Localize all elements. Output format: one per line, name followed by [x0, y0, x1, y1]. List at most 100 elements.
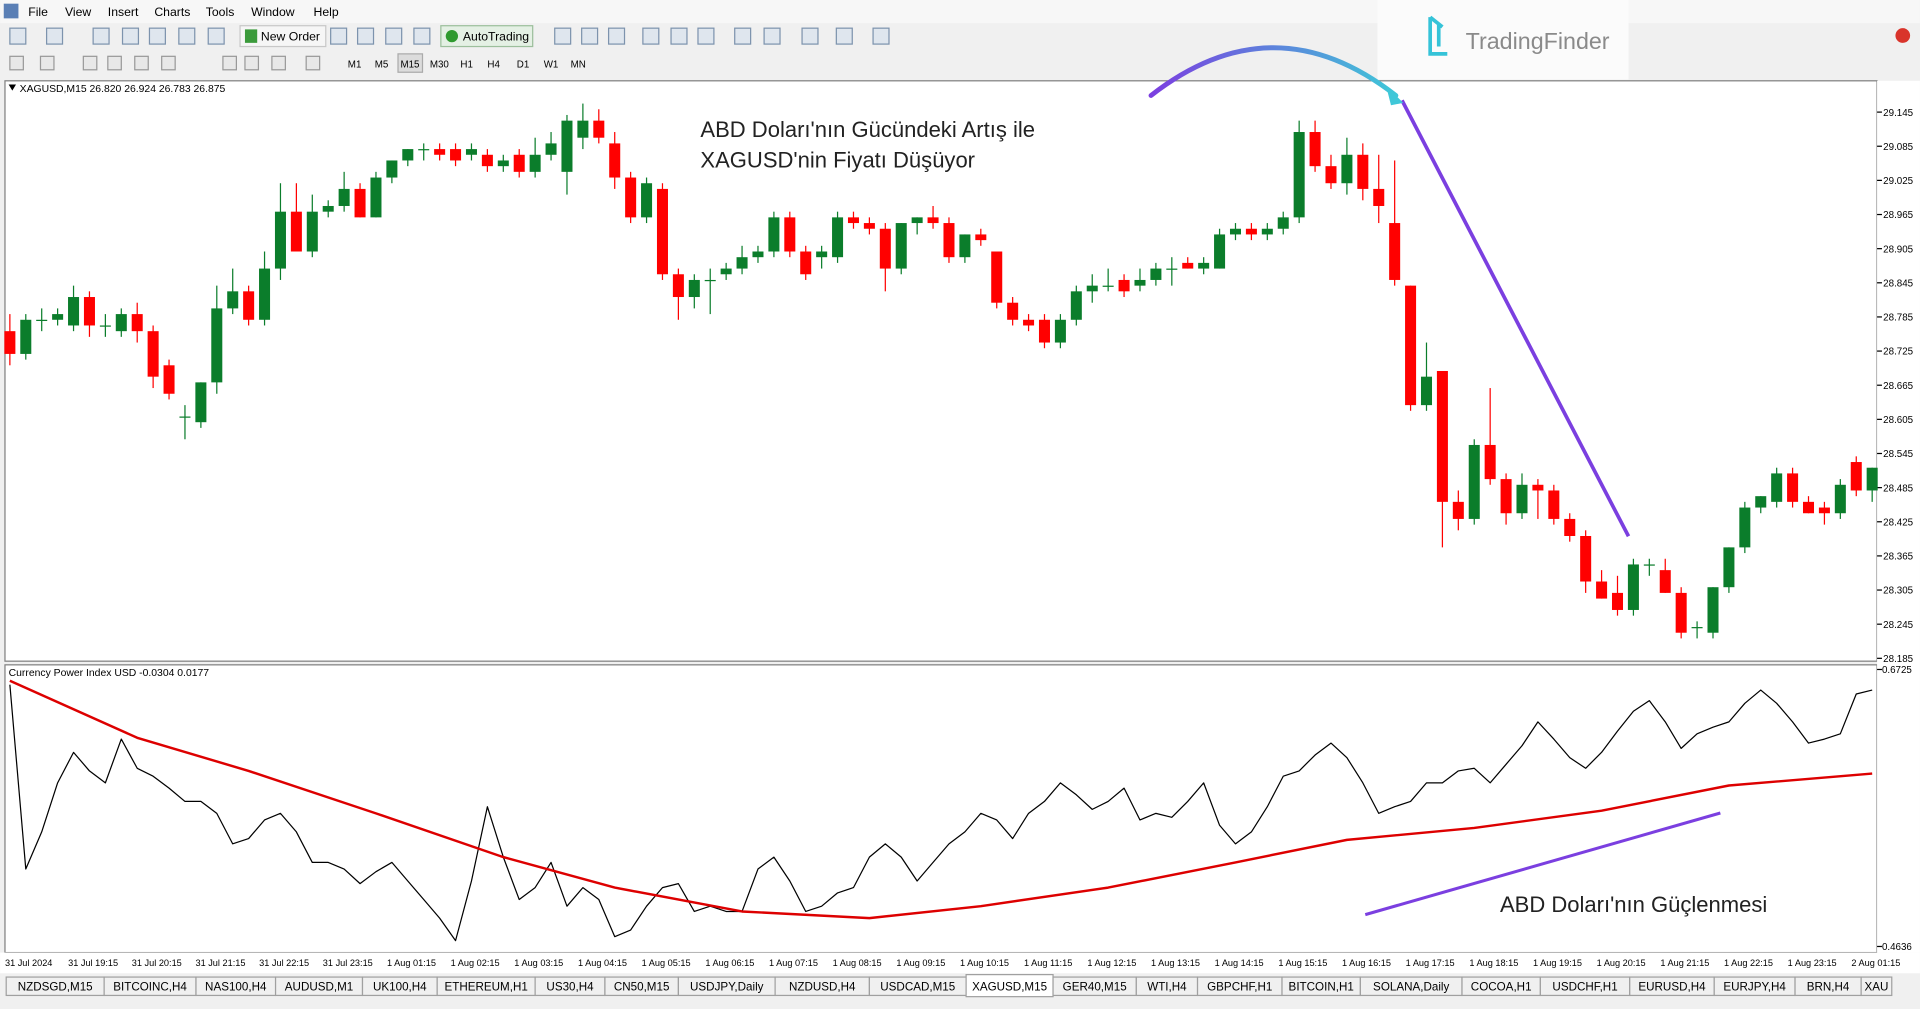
tab-label[interactable]: USDCHF,H1 [1552, 981, 1617, 994]
timeframe-button[interactable]: M5 [375, 59, 389, 70]
x-tick-label: 31 Jul 19:15 [68, 958, 118, 968]
autotrading-button[interactable] [440, 25, 534, 48]
x-tick-label: 1 Aug 11:15 [1024, 958, 1072, 968]
tab-label[interactable]: AUDUSD,M1 [285, 981, 353, 994]
tab-label[interactable]: BITCOINC,H4 [113, 981, 187, 994]
toolbar-icon[interactable] [92, 27, 110, 45]
toolbar-icon[interactable] [607, 27, 626, 45]
menu-item[interactable]: Tools [206, 5, 235, 19]
x-tick-label: 1 Aug 18:15 [1469, 958, 1518, 968]
toolbar-icon[interactable] [872, 27, 890, 45]
timeframe-button[interactable]: MN [571, 59, 586, 70]
toolbar-icon[interactable] [222, 55, 237, 71]
toolbar-icon[interactable] [801, 27, 819, 45]
y-tick-label: 0.6725 [1882, 665, 1912, 676]
tab-label[interactable]: GER40,M15 [1063, 981, 1127, 994]
toolbar-icon[interactable] [642, 27, 660, 45]
tab-label[interactable]: SOLANA,Daily [1373, 981, 1449, 994]
toolbar-icon[interactable] [330, 27, 348, 45]
toolbar-icon[interactable] [385, 27, 403, 45]
y-tick-label: 28.665 [1883, 381, 1913, 392]
x-tick-label: 1 Aug 01:15 [387, 958, 436, 968]
tab-label[interactable]: BITCOIN,H1 [1289, 981, 1354, 994]
toolbar-icon[interactable] [207, 27, 225, 45]
menu-item[interactable]: File [28, 5, 48, 19]
tab-label[interactable]: BRN,H4 [1807, 981, 1850, 994]
timeframe-button[interactable]: D1 [517, 59, 530, 70]
toolbar-icon[interactable] [581, 27, 599, 45]
candle-body [641, 183, 653, 218]
menu-item[interactable]: Window [251, 5, 295, 19]
new-order-button[interactable] [239, 25, 327, 48]
timeframe-button[interactable]: H4 [487, 59, 500, 70]
toolbar-icon[interactable] [161, 55, 176, 71]
indicator-header: Currency Power Index USD -0.0304 0.0177 [9, 668, 210, 679]
tab-label[interactable]: NAS100,H4 [205, 981, 267, 994]
toolbar-icon[interactable] [121, 27, 140, 45]
tab-label[interactable]: UK100,H4 [373, 981, 427, 994]
menu-item[interactable]: Help [314, 5, 339, 19]
tab[interactable] [1860, 976, 1893, 997]
toolbar-icon[interactable] [148, 27, 166, 45]
tab-label[interactable]: EURJPY,H4 [1723, 981, 1786, 994]
tab-label[interactable]: GBPCHF,H1 [1207, 981, 1272, 994]
candle-body [418, 149, 430, 151]
x-tick-label: 31 Jul 20:15 [132, 958, 182, 968]
candle-body [1038, 319, 1050, 343]
toolbar-icon[interactable] [178, 27, 196, 45]
trend-line [1364, 811, 1721, 917]
tab-label[interactable]: EURUSD,H4 [1638, 981, 1706, 994]
toolbar-icon[interactable] [763, 27, 781, 45]
menu-item[interactable]: Charts [154, 5, 190, 19]
toolbar-icon[interactable] [9, 55, 24, 71]
timeframe-button[interactable]: M15 [400, 59, 420, 70]
tab-label[interactable]: USDJPY,Daily [690, 981, 764, 994]
tab-label[interactable]: CN50,M15 [614, 981, 670, 994]
toolbar-icon[interactable] [554, 27, 572, 45]
tab-label[interactable]: NZDSGD,M15 [18, 981, 93, 994]
candle-body [227, 291, 239, 309]
toolbar-icon[interactable] [734, 27, 752, 45]
candle-body [211, 308, 223, 383]
toolbar-icon[interactable] [107, 55, 122, 71]
new-order-label[interactable]: New Order [261, 29, 320, 43]
tab-label[interactable]: COCOA,H1 [1471, 981, 1532, 994]
timeframe-button[interactable]: M30 [430, 59, 450, 70]
toolbar-icon[interactable] [835, 27, 853, 45]
candle-body [847, 217, 859, 224]
tab-label[interactable]: USDCAD,M15 [880, 981, 955, 994]
x-tick-label: 1 Aug 22:15 [1724, 958, 1773, 968]
chart-menu-arrow [8, 84, 16, 91]
toolbar-icon[interactable] [670, 27, 688, 45]
candle-body [1023, 319, 1035, 326]
candle-body [1373, 188, 1385, 206]
tab-label[interactable]: XAU [1865, 981, 1889, 994]
toolbar-icon[interactable] [82, 55, 98, 71]
toolbar-icon[interactable] [271, 55, 286, 71]
autotrading-label[interactable]: AutoTrading [463, 29, 529, 43]
timeframe-button[interactable]: M1 [348, 59, 362, 70]
timeframe-button[interactable]: H1 [460, 59, 473, 70]
tab-label[interactable]: WTI,H4 [1147, 981, 1187, 994]
tab-label[interactable]: ETHEREUM,H1 [444, 981, 527, 994]
candle-body [832, 217, 844, 258]
timeframe-button[interactable]: W1 [544, 59, 559, 70]
toolbar-icon[interactable] [45, 27, 64, 45]
toolbar-icon[interactable] [9, 27, 27, 45]
indicator-area [4, 664, 1878, 954]
toolbar-icon[interactable] [697, 27, 715, 45]
tab-label[interactable]: NZDUSD,H4 [789, 981, 856, 994]
toolbar-icon[interactable] [244, 55, 260, 71]
toolbar-icon[interactable] [305, 55, 321, 71]
toolbar-icon[interactable] [134, 55, 149, 71]
candle-body [20, 319, 32, 354]
x-tick-label: 1 Aug 05:15 [642, 958, 691, 968]
tab-label[interactable]: US30,H4 [546, 981, 594, 994]
candle-body [1787, 473, 1799, 502]
toolbar-icon[interactable] [356, 27, 375, 45]
menu-item[interactable]: Insert [108, 5, 139, 19]
menu-item[interactable]: View [65, 5, 91, 19]
toolbar-icon[interactable] [413, 27, 431, 45]
toolbar-icon[interactable] [39, 55, 55, 71]
tab-label[interactable]: XAGUSD,M15 [972, 981, 1047, 994]
